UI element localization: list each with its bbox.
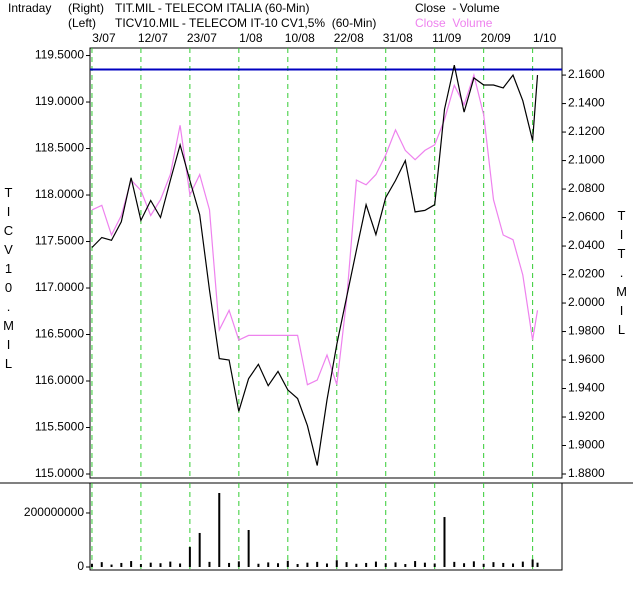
volume-bar bbox=[159, 563, 162, 567]
right-axis-title: TIT.MIL bbox=[614, 208, 629, 341]
volume-bar bbox=[90, 563, 93, 567]
volume-bar bbox=[316, 561, 319, 567]
volume-bar bbox=[453, 561, 456, 567]
volume-bar bbox=[286, 560, 289, 567]
y2-tick-label: 2.1400 bbox=[568, 96, 605, 110]
y2-tick-label: 1.9600 bbox=[568, 352, 605, 366]
volume-bar bbox=[492, 562, 495, 567]
header-right-fields: Close - Volume bbox=[415, 1, 500, 15]
volume-bar bbox=[345, 562, 348, 567]
y-tick-label: 119.5000 bbox=[35, 48, 84, 62]
y-tick-label: 119.0000 bbox=[35, 94, 84, 108]
y2-tick-label: 1.9400 bbox=[568, 381, 605, 395]
y2-tick-label: 1.9000 bbox=[568, 438, 605, 452]
y2-tick-label: 2.0000 bbox=[568, 295, 605, 309]
volume-bar bbox=[228, 562, 231, 567]
x-tick-label: 12/07 bbox=[138, 31, 168, 45]
volume-bar bbox=[521, 561, 524, 567]
x-tick-label: 3/07 bbox=[92, 31, 116, 45]
volume-bar bbox=[179, 563, 182, 567]
plot-frame bbox=[89, 47, 563, 479]
volume-bar bbox=[139, 564, 142, 567]
price-line bbox=[91, 72, 539, 386]
volume-bar bbox=[394, 562, 397, 567]
header-mode: Intraday bbox=[8, 1, 51, 15]
price-line bbox=[91, 64, 539, 466]
y-tick-label: 116.0000 bbox=[35, 373, 84, 387]
y2-tick-label: 1.8800 bbox=[568, 466, 605, 480]
x-tick-label: 11/09 bbox=[432, 31, 461, 45]
y2-tick-label: 2.0200 bbox=[568, 267, 605, 281]
volume-bar bbox=[472, 561, 475, 567]
volume-frame bbox=[89, 482, 563, 571]
x-tick-label: 23/07 bbox=[187, 31, 217, 45]
y-tick-label: 115.0000 bbox=[35, 466, 84, 480]
legend-entry: TIT.MIL - TELECOM ITALIA (60-Min) bbox=[115, 1, 309, 15]
volume-bar bbox=[188, 547, 191, 567]
y-tick-label: 115.5000 bbox=[35, 420, 84, 434]
volume-bar bbox=[531, 559, 534, 567]
volume-bar bbox=[502, 562, 505, 567]
y2-tick-label: 2.1000 bbox=[568, 153, 605, 167]
y2-tick-label: 2.1200 bbox=[568, 124, 605, 138]
volume-bar bbox=[130, 561, 133, 567]
volume-tick-label: 0 bbox=[77, 559, 84, 573]
volume-bar bbox=[404, 564, 407, 567]
x-tick-label: 10/08 bbox=[285, 31, 315, 45]
volume-bar bbox=[237, 561, 240, 567]
volume-bar bbox=[277, 563, 280, 567]
header-left-fields: Close Volume bbox=[415, 16, 493, 30]
volume-bar bbox=[149, 562, 152, 567]
header-left-tag: (Left) bbox=[68, 16, 96, 30]
y2-tick-label: 1.9200 bbox=[568, 409, 605, 423]
y-tick-label: 116.5000 bbox=[35, 327, 84, 341]
volume-bar bbox=[482, 563, 485, 567]
volume-bar bbox=[414, 561, 417, 567]
volume-bar bbox=[325, 563, 328, 567]
volume-bar bbox=[512, 563, 515, 567]
x-tick-label: 20/09 bbox=[481, 31, 511, 45]
volume-bar bbox=[365, 562, 368, 567]
volume-bar bbox=[423, 562, 426, 567]
volume-bar bbox=[296, 564, 299, 567]
volume-bar bbox=[208, 561, 211, 567]
volume-bar bbox=[198, 532, 201, 567]
volume-bar bbox=[536, 562, 539, 567]
volume-bar bbox=[120, 562, 123, 567]
y-tick-label: 118.5000 bbox=[35, 141, 84, 155]
y-tick-label: 117.5000 bbox=[35, 234, 84, 248]
x-tick-label: 1/10 bbox=[533, 31, 557, 45]
volume-bar bbox=[433, 563, 436, 567]
volume-bar bbox=[257, 563, 260, 567]
volume-bar bbox=[306, 562, 309, 567]
volume-bar bbox=[169, 561, 172, 567]
y2-tick-label: 2.0800 bbox=[568, 181, 605, 195]
volume-bar bbox=[355, 563, 358, 567]
volume-bar bbox=[384, 563, 387, 567]
y-tick-label: 118.0000 bbox=[35, 187, 84, 201]
volume-bar bbox=[218, 492, 221, 567]
volume-bar bbox=[463, 563, 466, 567]
y2-tick-label: 2.0600 bbox=[568, 210, 605, 224]
volume-bar bbox=[374, 561, 377, 567]
y2-tick-label: 2.1600 bbox=[568, 67, 605, 81]
x-tick-label: 1/08 bbox=[239, 31, 263, 45]
y2-tick-label: 2.0400 bbox=[568, 238, 605, 252]
volume-bar bbox=[267, 562, 270, 567]
volume-bar bbox=[443, 517, 446, 567]
left-axis-title: TICV10.MIL bbox=[1, 185, 16, 375]
volume-bar bbox=[335, 560, 338, 567]
y-tick-label: 117.0000 bbox=[35, 280, 84, 294]
x-tick-label: 31/08 bbox=[383, 31, 413, 45]
header-right-tag: (Right) bbox=[68, 1, 104, 15]
volume-bar bbox=[100, 562, 103, 567]
volume-tick-label: 200000000 bbox=[24, 505, 84, 519]
y2-tick-label: 1.9800 bbox=[568, 324, 605, 338]
legend-entry: TICV10.MIL - TELECOM IT-10 CV1,5% (60-Mi… bbox=[115, 16, 376, 30]
x-tick-label: 22/08 bbox=[334, 31, 364, 45]
volume-bar bbox=[247, 529, 250, 567]
volume-bar bbox=[110, 564, 113, 567]
